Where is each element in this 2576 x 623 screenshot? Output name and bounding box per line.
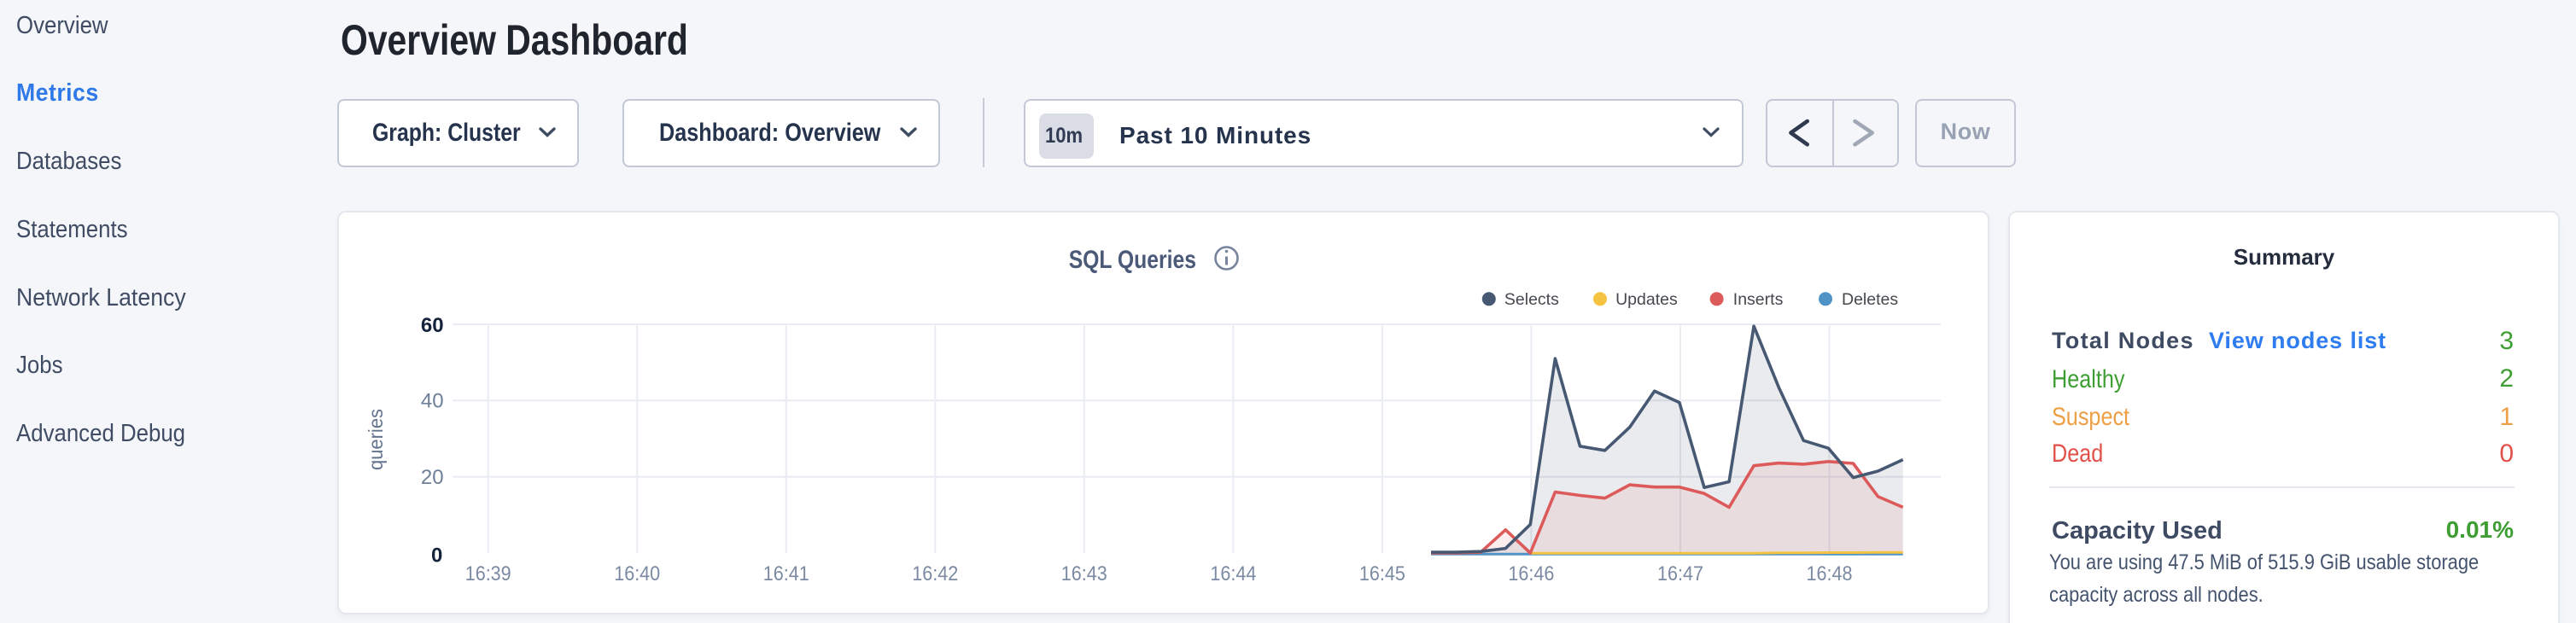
svg-text:SQL Queries: SQL Queries — [1069, 246, 1196, 274]
svg-text:16:39: 16:39 — [465, 562, 511, 585]
svg-text:60: 60 — [421, 314, 444, 337]
svg-text:20: 20 — [421, 466, 444, 489]
svg-text:16:41: 16:41 — [763, 562, 809, 585]
svg-text:Selects: Selects — [1504, 290, 1559, 309]
svg-text:Inserts: Inserts — [1733, 290, 1784, 309]
svg-text:16:43: 16:43 — [1061, 562, 1107, 585]
svg-text:16:40: 16:40 — [614, 562, 660, 585]
svg-text:40: 40 — [421, 390, 444, 413]
svg-text:16:42: 16:42 — [912, 562, 958, 585]
svg-text:16:47: 16:47 — [1657, 562, 1703, 585]
svg-text:Updates: Updates — [1615, 290, 1678, 309]
svg-text:16:45: 16:45 — [1359, 562, 1405, 585]
svg-text:16:48: 16:48 — [1807, 562, 1853, 585]
svg-text:queries: queries — [365, 409, 387, 470]
svg-text:16:44: 16:44 — [1210, 562, 1256, 585]
svg-text:16:46: 16:46 — [1508, 562, 1554, 585]
svg-text:Deletes: Deletes — [1842, 290, 1898, 309]
svg-text:0: 0 — [431, 544, 442, 567]
